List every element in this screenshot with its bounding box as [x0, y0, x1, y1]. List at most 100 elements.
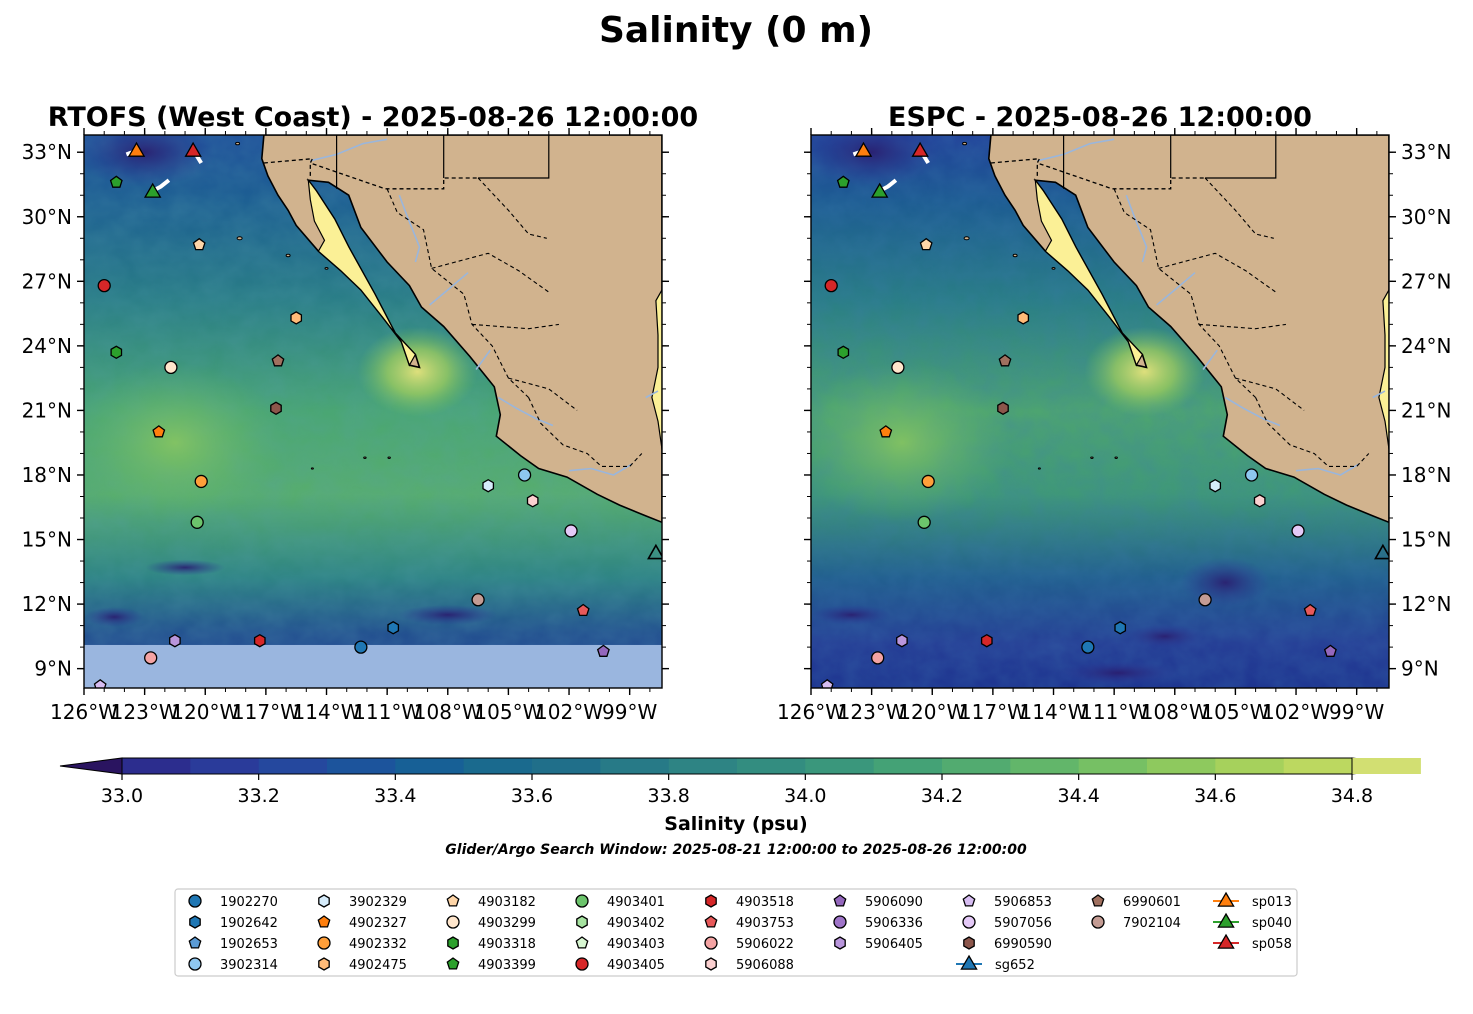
legend-label: 5906853 [994, 895, 1052, 910]
colorbar-tick-label: 34.8 [1331, 785, 1373, 807]
lat-tick-label: 33°N [1401, 140, 1451, 164]
float-5907056 [564, 524, 578, 538]
search-window-caption: Glider/Argo Search Window: 2025-08-21 12… [445, 842, 1027, 858]
legend-marker [960, 954, 978, 970]
legend-label: sp058 [1252, 937, 1292, 952]
float-4903518 [253, 633, 266, 648]
float-5907056 [1291, 524, 1305, 538]
lon-tick-label: 111°W [353, 700, 421, 724]
lat-tick-label: 18°N [22, 463, 72, 487]
legend-marker [318, 894, 330, 908]
colorbar-bin [1352, 758, 1421, 774]
lat-tick-label: 12°N [22, 592, 72, 616]
legend-marker [575, 957, 589, 971]
legend-label: sg652 [995, 958, 1035, 973]
colorbar-bin [122, 758, 191, 774]
colorbar-bin [805, 758, 875, 774]
float-4903753 [576, 603, 590, 617]
colorbar-bin [942, 758, 1011, 774]
map-panel-espc: ESPC - 2025-08-26 12:00:00 126°W123°W120°… [777, 102, 1451, 724]
glider-sg652 [647, 543, 662, 560]
legend-label: sp013 [1252, 895, 1292, 910]
legend-label: 4903318 [478, 937, 536, 952]
float-3902329 [1209, 478, 1222, 493]
lon-tick-label: 111°W [1080, 700, 1148, 724]
legend-marker [704, 936, 718, 950]
float-4902327 [152, 425, 166, 438]
float-6990590 [997, 401, 1009, 416]
colorbar-tick-label: 33.2 [238, 785, 280, 807]
colorbar-bin [737, 758, 806, 774]
lon-tick-label: 126°W [777, 700, 845, 724]
lon-tick-label: 126°W [50, 700, 118, 724]
float-5906853 [93, 678, 107, 688]
legend-marker [1091, 915, 1105, 929]
lon-tick-label: 123°W [111, 700, 179, 724]
legend-label: 4903518 [736, 895, 794, 910]
colorbar-tick-label: 34.4 [1058, 785, 1100, 807]
lon-tick-label: 99°W [602, 700, 657, 724]
legend-label: 1902653 [220, 937, 278, 952]
legend-marker [834, 936, 846, 950]
legend-label: 3902314 [220, 958, 278, 973]
lon-tick-label: 117°W [959, 700, 1027, 724]
float-4903399 [109, 175, 123, 188]
float-4903182 [192, 237, 206, 251]
colorbar-bin [873, 758, 943, 774]
float-5906090 [1323, 644, 1337, 657]
colorbar-tick-label: 33.0 [101, 785, 143, 807]
out-of-domain-mask [84, 644, 662, 688]
float-5906088 [1253, 494, 1266, 508]
legend-marker [446, 957, 460, 970]
colorbar-tick-label: 33.4 [374, 785, 416, 807]
float-4903401 [917, 515, 931, 529]
float-5906022 [871, 651, 885, 665]
colorbar-bin [1215, 758, 1285, 774]
legend-label: 5907056 [994, 916, 1052, 931]
lat-tick-label: 9°N [34, 657, 72, 681]
float-4903318 [110, 345, 123, 360]
legend-label: 4902332 [349, 937, 407, 952]
legend-label: 4903753 [736, 916, 794, 931]
colorbar-tick-label: 34.2 [921, 785, 963, 807]
float-4903518 [980, 633, 993, 648]
float-6990601 [271, 354, 285, 367]
colorbar: 33.0 33.2 33.4 33.6 33.8 34.0 34.2 34.4 34.6 34.8 [59, 757, 1421, 807]
float-5906405 [169, 633, 181, 648]
float-4902475 [1017, 311, 1030, 325]
legend-label: 5906405 [865, 937, 923, 952]
legend-marker [575, 936, 589, 949]
lat-tick-label: 18°N [1401, 463, 1451, 487]
legend-marker [318, 957, 330, 971]
legend-label: 5906088 [736, 958, 794, 973]
legend-marker [833, 894, 847, 907]
colorbar-bin [463, 758, 533, 774]
lon-tick-label: 105°W [474, 700, 542, 724]
colorbar-tick-label: 34.6 [1194, 785, 1236, 807]
legend-label: 1902642 [220, 916, 278, 931]
lat-tick-label: 9°N [1401, 657, 1439, 681]
lon-tick-label: 123°W [838, 700, 906, 724]
legend-marker [575, 894, 589, 908]
colorbar-bin [600, 758, 670, 774]
legend-marker [576, 915, 588, 929]
lat-tick-label: 21°N [22, 398, 72, 422]
lat-tick-label: 30°N [22, 205, 72, 229]
legend-marker [1217, 891, 1235, 907]
float-4903399 [836, 175, 850, 188]
legend-label: 7902104 [1123, 916, 1181, 931]
colorbar-bin [1010, 758, 1080, 774]
float-3902314 [1244, 468, 1259, 482]
legend-marker [962, 894, 976, 907]
legend-marker [446, 894, 460, 907]
legend-label: 6990601 [1123, 895, 1181, 910]
colorbar-tick-label: 33.8 [648, 785, 690, 807]
lat-tick-label: 27°N [22, 269, 72, 293]
float-3902314 [517, 468, 532, 482]
legend-marker [1217, 933, 1235, 949]
legend-label: 4903299 [478, 916, 536, 931]
colorbar-tick-label: 33.6 [511, 785, 553, 807]
glider-sp058 [184, 141, 202, 157]
map-frame [83, 134, 663, 689]
gulf-of-california [307, 178, 417, 367]
